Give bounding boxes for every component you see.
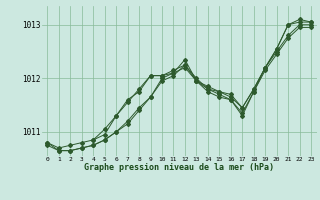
X-axis label: Graphe pression niveau de la mer (hPa): Graphe pression niveau de la mer (hPa) [84,163,274,172]
